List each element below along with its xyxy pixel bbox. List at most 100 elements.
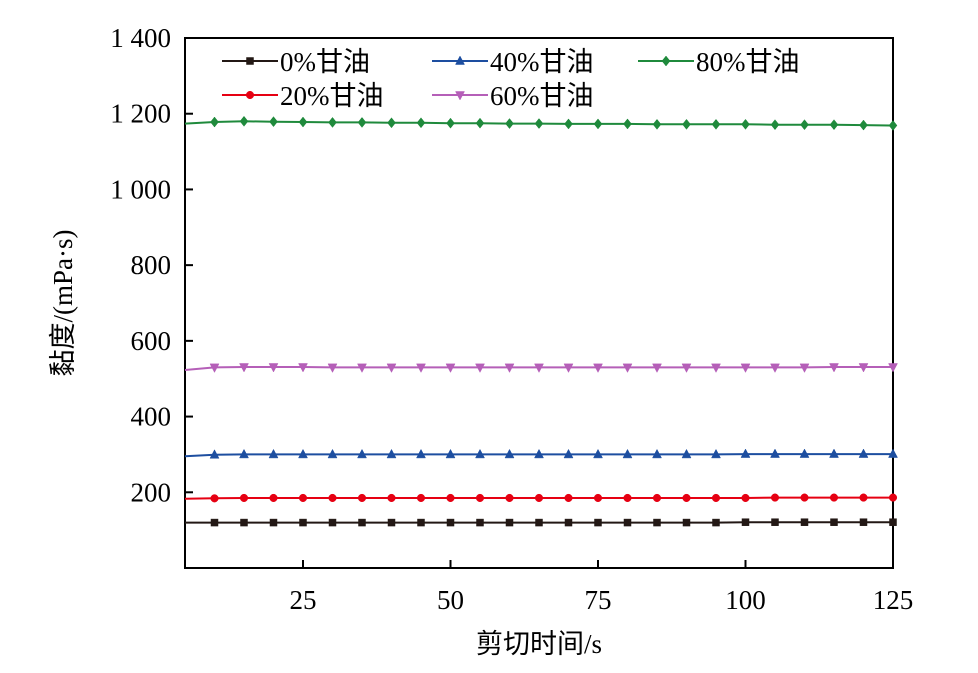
- data-point: [799, 363, 810, 373]
- data-point: [682, 518, 691, 527]
- data-point: [800, 518, 809, 526]
- data-point: [268, 448, 279, 459]
- data-point: [652, 118, 662, 130]
- data-point: [859, 493, 868, 502]
- data-point: [770, 448, 780, 458]
- data-point: [269, 493, 278, 503]
- data-point: [652, 493, 662, 503]
- x-tick-label: 50: [437, 585, 464, 615]
- legend-item: 40%甘油: [432, 47, 594, 77]
- series-0: [185, 518, 897, 527]
- data-point: [563, 448, 574, 459]
- data-point: [446, 493, 455, 503]
- data-point: [711, 363, 721, 373]
- data-point: [298, 363, 308, 373]
- data-point: [416, 448, 426, 459]
- legend-label: 0%甘油: [280, 47, 370, 77]
- y-tick-label: 400: [131, 402, 172, 432]
- data-point: [741, 493, 750, 503]
- data-point: [653, 518, 661, 527]
- x-axis: 25 50 75 100 125: [290, 560, 913, 615]
- series-layer: [184, 115, 898, 527]
- data-point: [446, 117, 455, 129]
- series-1: [184, 493, 898, 503]
- data-point: [799, 448, 810, 458]
- data-point: [210, 116, 219, 128]
- y-axis-title: 黏度/(mPa·s): [48, 230, 78, 377]
- legend-swatch-marker: [245, 90, 255, 100]
- data-point: [328, 493, 337, 503]
- data-point: [681, 448, 692, 459]
- legend-item: 20%甘油: [222, 81, 384, 111]
- legend-label: 80%甘油: [696, 47, 800, 77]
- data-point: [504, 448, 515, 459]
- data-point: [357, 117, 367, 128]
- y-tick-label: 1 000: [110, 174, 171, 204]
- data-point: [387, 117, 396, 129]
- data-point: [328, 117, 337, 128]
- data-point: [830, 518, 838, 526]
- data-point: [475, 363, 485, 373]
- data-point: [209, 363, 220, 373]
- y-tick-label: 200: [131, 477, 172, 507]
- x-axis-title: 剪切时间/s: [476, 629, 602, 659]
- data-point: [209, 449, 220, 459]
- data-point: [858, 363, 869, 373]
- data-point: [357, 448, 367, 459]
- data-point: [593, 118, 603, 130]
- data-point: [800, 493, 809, 502]
- data-point: [622, 363, 633, 373]
- data-point: [387, 518, 396, 527]
- data-point: [268, 363, 279, 373]
- y-tick-label: 1 400: [110, 23, 171, 53]
- data-point: [210, 518, 219, 527]
- legend: 0%甘油 20%甘油 40%甘油 60%甘油 80%甘油: [222, 47, 800, 111]
- legend-label: 60%甘油: [490, 81, 594, 111]
- data-point: [593, 448, 603, 459]
- data-point: [298, 116, 308, 128]
- data-point: [711, 448, 721, 459]
- data-point: [740, 363, 751, 373]
- data-point: [269, 116, 278, 128]
- data-point: [770, 363, 780, 373]
- data-point: [505, 518, 514, 527]
- data-point: [771, 518, 779, 526]
- series-4: [184, 115, 898, 131]
- data-point: [505, 493, 514, 503]
- data-point: [623, 118, 632, 130]
- legend-swatch-marker: [455, 55, 465, 65]
- data-point: [476, 518, 484, 527]
- x-tick-label: 25: [290, 585, 317, 615]
- data-point: [269, 518, 278, 527]
- data-point: [357, 493, 367, 503]
- data-point: [622, 448, 633, 459]
- data-point: [594, 518, 602, 527]
- legend-item: 80%甘油: [638, 47, 800, 77]
- data-point: [210, 494, 219, 503]
- y-tick-label: 1 200: [110, 99, 171, 129]
- data-point: [888, 120, 898, 131]
- data-point: [416, 363, 426, 373]
- legend-item: 60%甘油: [432, 81, 594, 111]
- data-point: [535, 518, 543, 527]
- data-point: [888, 493, 898, 502]
- data-point: [475, 448, 485, 459]
- data-point: [858, 448, 869, 458]
- series-2: [184, 448, 898, 459]
- y-tick-label: 600: [131, 326, 172, 356]
- data-point: [446, 518, 455, 527]
- data-point: [770, 119, 780, 131]
- legend-label: 40%甘油: [490, 47, 594, 77]
- x-tick-label: 75: [585, 585, 612, 615]
- data-point: [475, 493, 485, 503]
- data-point: [682, 118, 691, 130]
- data-point: [358, 518, 366, 527]
- data-point: [563, 363, 574, 373]
- data-point: [299, 518, 307, 527]
- data-point: [564, 518, 573, 527]
- data-point: [564, 118, 573, 130]
- data-point: [623, 493, 632, 503]
- y-axis: 200 400 600 800 1 000 1 200 1 400: [110, 23, 193, 507]
- data-point: [564, 493, 573, 503]
- data-point: [505, 118, 514, 129]
